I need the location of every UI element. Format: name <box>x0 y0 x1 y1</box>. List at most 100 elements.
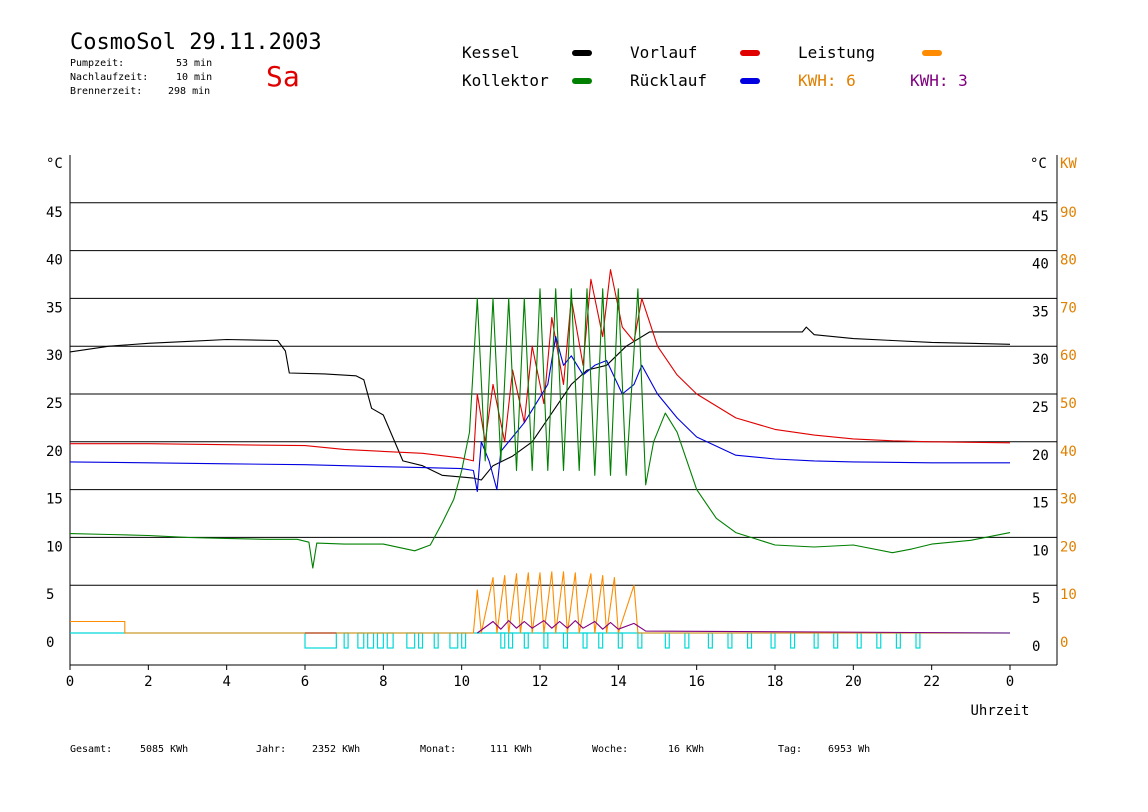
legend-label-kessel: Kessel <box>462 43 520 62</box>
y-tick-right: 40 <box>1032 257 1049 273</box>
y-tick-left: 10 <box>46 539 63 555</box>
y-tick-kw: 90 <box>1060 205 1077 221</box>
y-tick-kw: 70 <box>1060 300 1077 316</box>
pump-interval <box>707 632 713 649</box>
pump-interval <box>376 632 384 649</box>
pump-interval <box>417 632 424 649</box>
pump-interval <box>746 632 753 649</box>
pump-interval <box>500 632 506 649</box>
pump-interval <box>770 632 776 649</box>
pump-interval <box>449 632 459 649</box>
pump-interval <box>813 632 819 649</box>
x-tick-label: 8 <box>379 674 387 690</box>
legend-swatch-vorlauf <box>740 50 760 56</box>
series-line-vorlauf <box>70 269 1011 462</box>
y-tick-left: 40 <box>46 253 63 269</box>
x-axis-label: Uhrzeit <box>970 703 1029 719</box>
stat-brennerzeit-value: 298 min <box>168 86 211 97</box>
y-tick-left: 25 <box>46 396 63 412</box>
pump-interval <box>343 632 349 649</box>
y-tick-kw: 50 <box>1060 396 1077 412</box>
y-tick-right: 0 <box>1032 639 1040 655</box>
legend-label-ruecklauf: Rücklauf <box>630 71 708 90</box>
pump-interval <box>433 632 439 649</box>
series-line-kessel <box>69 326 1011 481</box>
legend-kwh-purple: KWH: 3 <box>910 71 968 90</box>
y-tick-left: 15 <box>46 492 63 508</box>
footer-woche-label: Woche: <box>592 744 629 755</box>
series-line-leistung <box>70 571 1010 634</box>
footer-jahr-value: 2352 KWh <box>312 744 361 755</box>
x-tick-label: 4 <box>222 674 230 690</box>
pump-interval <box>304 632 337 649</box>
y-tick-right: 35 <box>1032 304 1049 320</box>
y-tick-right: 45 <box>1032 209 1049 225</box>
legend-swatch-kessel <box>572 50 592 56</box>
pump-interval <box>406 632 416 649</box>
pump-interval <box>856 632 862 649</box>
pump-interval <box>915 632 921 649</box>
y-axis-label-kw: KW <box>1060 156 1077 172</box>
legend-label-kollektor: Kollektor <box>462 71 549 90</box>
pump-interval <box>876 632 882 649</box>
x-tick-label: 12 <box>532 674 549 690</box>
pump-interval <box>895 632 901 649</box>
pump-interval <box>727 632 733 649</box>
y-tick-right: 20 <box>1032 448 1049 464</box>
x-tick-label: 2 <box>144 674 152 690</box>
legend-kwh-orange: KWH: 6 <box>798 71 856 90</box>
legend-label-leistung: Leistung <box>798 43 876 62</box>
y-tick-left: 35 <box>46 300 63 316</box>
y-tick-kw: 10 <box>1060 587 1077 603</box>
stat-brennerzeit-label: Brennerzeit: <box>70 86 143 97</box>
y-tick-right: 10 <box>1032 543 1049 559</box>
footer-jahr-label: Jahr: <box>256 744 287 755</box>
x-tick-label: 18 <box>767 674 784 690</box>
series-line-leistung2 <box>476 620 1011 634</box>
x-tick-label: 0 <box>1006 674 1014 690</box>
pump-interval <box>386 632 394 649</box>
x-tick-label: 20 <box>845 674 862 690</box>
footer-tag-value: 6953 Wh <box>828 744 871 755</box>
y-tick-kw: 20 <box>1060 539 1077 555</box>
footer-woche-value: 16 KWh <box>668 744 705 755</box>
legend-swatch-leistung <box>922 50 942 56</box>
x-tick-label: 10 <box>453 674 470 690</box>
pump-interval <box>543 632 549 649</box>
pump-interval <box>790 632 796 649</box>
footer-monat-label: Monat: <box>420 744 457 755</box>
y-tick-left: 0 <box>46 635 54 651</box>
stat-nachlaufzeit-label: Nachlaufzeit: <box>70 72 149 83</box>
pump-interval <box>833 632 839 649</box>
y-tick-right: 30 <box>1032 352 1049 368</box>
pump-interval <box>582 632 588 649</box>
y-tick-right: 5 <box>1032 591 1040 607</box>
pump-interval <box>461 632 467 649</box>
footer-gesamt-value: 5085 KWh <box>140 744 189 755</box>
y-tick-kw: 40 <box>1060 444 1077 460</box>
legend-swatch-kollektor <box>572 78 592 84</box>
pump-interval <box>562 632 569 649</box>
pump-interval <box>508 632 514 649</box>
chart-title: CosmoSol 29.11.2003 <box>70 30 322 55</box>
stat-pumpzeit-label: Pumpzeit: <box>70 58 125 69</box>
pump-interval <box>684 632 690 649</box>
footer-gesamt-label: Gesamt: <box>70 744 113 755</box>
series-line-kollektor <box>69 288 1011 569</box>
y-tick-kw: 0 <box>1060 635 1068 651</box>
x-tick-label: 16 <box>688 674 705 690</box>
y-tick-kw: 60 <box>1060 348 1077 364</box>
footer-monat-value: 111 KWh <box>490 744 533 755</box>
x-tick-label: 14 <box>610 674 627 690</box>
pump-interval <box>637 632 643 649</box>
weekday-label: Sa <box>266 60 300 93</box>
legend-label-vorlauf: Vorlauf <box>630 43 698 62</box>
pump-interval <box>617 632 623 649</box>
pump-interval <box>598 632 604 649</box>
footer-tag-label: Tag: <box>778 744 803 755</box>
y-tick-left: 20 <box>46 444 63 460</box>
x-tick-label: 22 <box>923 674 940 690</box>
stat-nachlaufzeit-value: 10 min <box>176 72 213 83</box>
pump-interval <box>523 632 529 649</box>
